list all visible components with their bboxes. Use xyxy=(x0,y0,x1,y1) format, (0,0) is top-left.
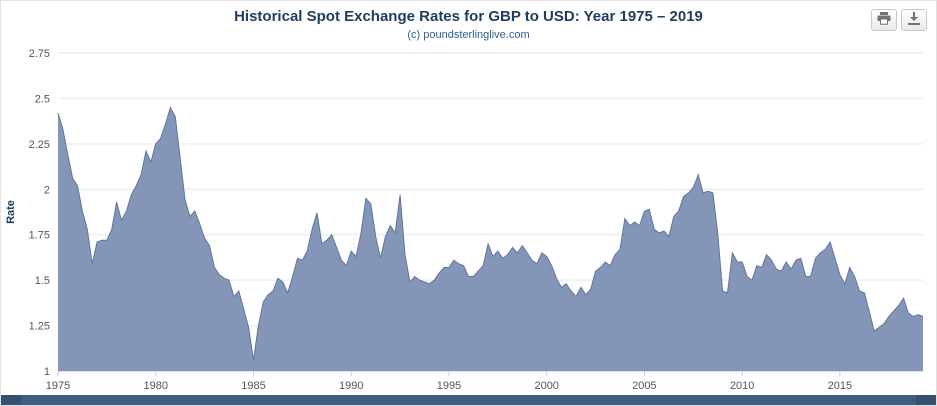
svg-text:1.75: 1.75 xyxy=(29,230,50,242)
svg-text:2.75: 2.75 xyxy=(29,48,50,60)
svg-text:Rate: Rate xyxy=(5,200,17,224)
download-button[interactable] xyxy=(901,9,927,31)
svg-text:1: 1 xyxy=(44,366,50,378)
svg-text:1980: 1980 xyxy=(143,380,167,392)
printer-icon xyxy=(877,12,891,28)
chart-subtitle: (c) poundsterlinglive.com xyxy=(407,29,530,41)
svg-text:2010: 2010 xyxy=(730,380,754,392)
scrollbar-left-button[interactable] xyxy=(1,395,21,405)
svg-text:2015: 2015 xyxy=(828,380,852,392)
svg-text:2000: 2000 xyxy=(534,380,558,392)
print-button[interactable] xyxy=(871,9,897,31)
svg-text:1990: 1990 xyxy=(339,380,363,392)
svg-text:1995: 1995 xyxy=(437,380,461,392)
svg-text:2.5: 2.5 xyxy=(35,93,50,105)
chart-plot-area[interactable]: 1 1.25 1.5 1.75 2 2.25 2.5 2.75 1975 1980 1985 1990… xyxy=(1,1,937,397)
svg-text:2: 2 xyxy=(44,184,50,196)
svg-text:1985: 1985 xyxy=(241,380,265,392)
download-icon xyxy=(907,12,921,28)
scrollbar-right-button[interactable] xyxy=(916,395,936,405)
chart-title: Historical Spot Exchange Rates for GBP t… xyxy=(234,8,703,25)
scrollbar-track[interactable] xyxy=(1,395,936,405)
svg-text:2005: 2005 xyxy=(632,380,656,392)
svg-text:1.25: 1.25 xyxy=(29,321,50,333)
svg-text:2.25: 2.25 xyxy=(29,139,50,151)
svg-text:1975: 1975 xyxy=(46,380,70,392)
svg-text:1.5: 1.5 xyxy=(35,275,50,287)
chart-toolbar xyxy=(871,9,927,31)
